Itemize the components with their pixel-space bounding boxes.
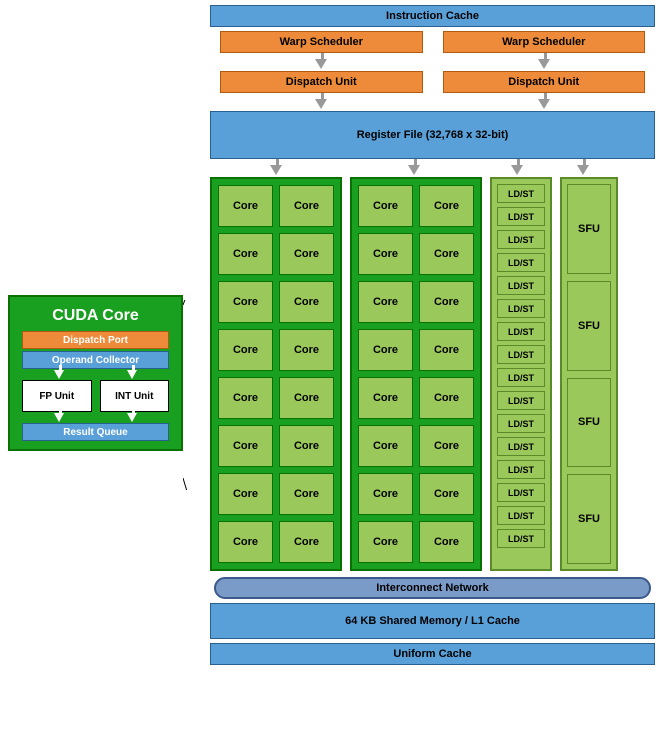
- ldst-cell: LD/ST: [497, 276, 545, 295]
- core-cell: Core: [218, 521, 273, 563]
- core-cell: Core: [279, 281, 334, 323]
- core-cell: Core: [218, 281, 273, 323]
- core-cell: Core: [279, 185, 334, 227]
- core-cell: Core: [419, 329, 474, 371]
- arrow-icon: [538, 99, 550, 109]
- ldst-cell: LD/ST: [497, 345, 545, 364]
- core-cell: Core: [419, 473, 474, 515]
- ldst-block: LD/ST LD/ST LD/ST LD/ST LD/ST LD/ST LD/ST LD/ST…: [490, 177, 552, 571]
- core-cell: Core: [419, 425, 474, 467]
- sfu-cell: SFU: [567, 378, 611, 468]
- core-cell: Core: [218, 425, 273, 467]
- core-cell: Core: [358, 233, 413, 275]
- ldst-cell: LD/ST: [497, 184, 545, 203]
- arrow-icon: [54, 370, 64, 379]
- arrow-icon: [511, 165, 523, 175]
- interconnect-network: Interconnect Network: [214, 577, 651, 599]
- core-cell: Core: [279, 329, 334, 371]
- core-cell: Core: [419, 185, 474, 227]
- callout-title: CUDA Core: [18, 307, 173, 325]
- result-queue: Result Queue: [22, 423, 169, 441]
- core-block-0: CoreCoreCoreCoreCoreCoreCoreCoreCoreCore…: [210, 177, 342, 571]
- core-cell: Core: [358, 281, 413, 323]
- core-cell: Core: [358, 521, 413, 563]
- core-cell: Core: [419, 377, 474, 419]
- sfu-cell: SFU: [567, 281, 611, 371]
- core-cell: Core: [279, 425, 334, 467]
- core-cell: Core: [419, 521, 474, 563]
- core-block-1: CoreCoreCoreCoreCoreCoreCoreCoreCoreCore…: [350, 177, 482, 571]
- instruction-cache: Instruction Cache: [210, 5, 655, 27]
- core-cell: Core: [358, 473, 413, 515]
- sfu-cell: SFU: [567, 474, 611, 564]
- sm-diagram: Instruction Cache Warp Scheduler Warp Sc…: [210, 5, 655, 669]
- ldst-cell: LD/ST: [497, 414, 545, 433]
- core-cell: Core: [358, 425, 413, 467]
- warp-scheduler-right: Warp Scheduler: [443, 31, 646, 53]
- core-cell: Core: [218, 233, 273, 275]
- warp-scheduler-left: Warp Scheduler: [220, 31, 423, 53]
- arrow-icon: [127, 370, 137, 379]
- core-cell: Core: [218, 377, 273, 419]
- core-cell: Core: [218, 329, 273, 371]
- core-cell: Core: [419, 233, 474, 275]
- ldst-cell: LD/ST: [497, 207, 545, 226]
- ldst-cell: LD/ST: [497, 322, 545, 341]
- core-cell: Core: [358, 185, 413, 227]
- arrow-icon: [127, 413, 137, 422]
- core-cell: Core: [279, 473, 334, 515]
- ldst-cell: LD/ST: [497, 253, 545, 272]
- ldst-cell: LD/ST: [497, 299, 545, 318]
- core-cell: Core: [279, 521, 334, 563]
- core-cell: Core: [419, 281, 474, 323]
- core-cell: Core: [279, 233, 334, 275]
- sfu-cell: SFU: [567, 184, 611, 274]
- arrow-icon: [54, 413, 64, 422]
- ldst-cell: LD/ST: [497, 529, 545, 548]
- arrow-icon: [538, 59, 550, 69]
- ldst-cell: LD/ST: [497, 230, 545, 249]
- arrow-icon: [577, 165, 589, 175]
- ldst-cell: LD/ST: [497, 506, 545, 525]
- core-cell: Core: [279, 377, 334, 419]
- core-cell: Core: [218, 473, 273, 515]
- sfu-block: SFU SFU SFU SFU: [560, 177, 618, 571]
- cuda-core-callout: CUDA Core Dispatch Port Operand Collecto…: [8, 295, 183, 451]
- ldst-cell: LD/ST: [497, 368, 545, 387]
- dispatch-unit-right: Dispatch Unit: [443, 71, 646, 93]
- fp-unit: FP Unit: [22, 380, 92, 412]
- core-cell: Core: [218, 185, 273, 227]
- core-cell: Core: [358, 329, 413, 371]
- operand-collector: Operand Collector: [22, 351, 169, 369]
- ldst-cell: LD/ST: [497, 460, 545, 479]
- shared-memory: 64 KB Shared Memory / L1 Cache: [210, 603, 655, 639]
- arrow-icon: [408, 165, 420, 175]
- dispatch-unit-left: Dispatch Unit: [220, 71, 423, 93]
- uniform-cache: Uniform Cache: [210, 643, 655, 665]
- arrow-icon: [315, 99, 327, 109]
- dispatch-port: Dispatch Port: [22, 331, 169, 349]
- ldst-cell: LD/ST: [497, 391, 545, 410]
- arrow-icon: [270, 165, 282, 175]
- ldst-cell: LD/ST: [497, 483, 545, 502]
- ldst-cell: LD/ST: [497, 437, 545, 456]
- core-cell: Core: [358, 377, 413, 419]
- arrow-icon: [315, 59, 327, 69]
- register-file: Register File (32,768 x 32-bit): [210, 111, 655, 159]
